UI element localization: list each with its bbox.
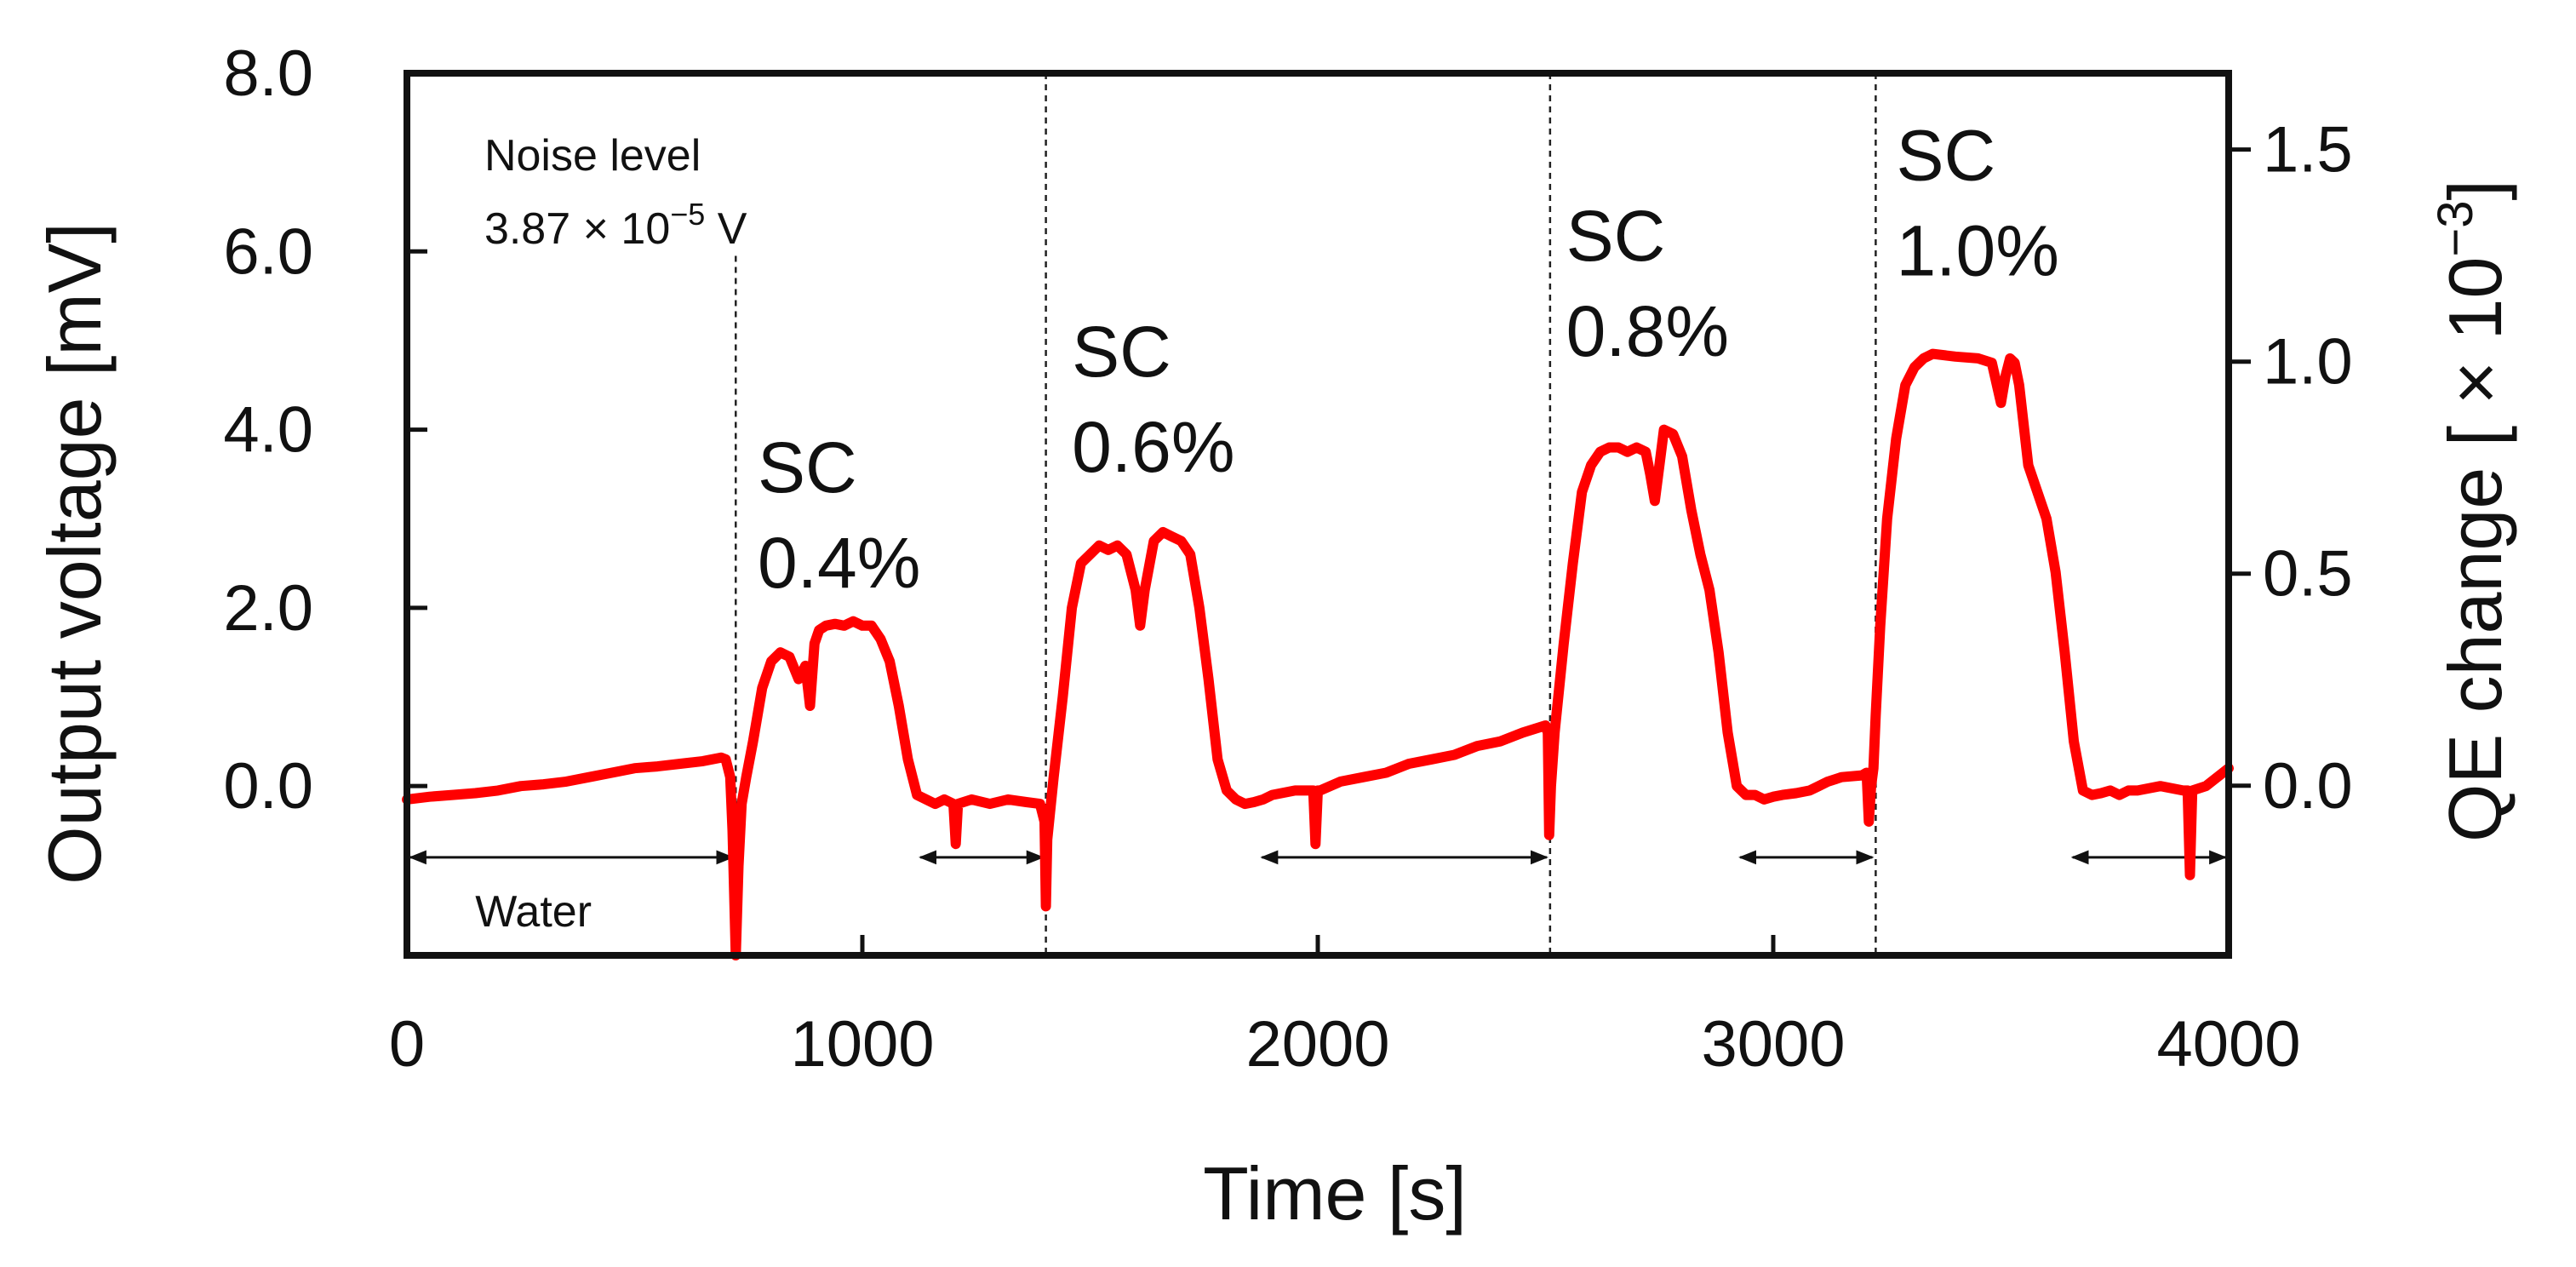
sc-label-1-line1: SC bbox=[758, 427, 857, 507]
x-tick-label-1: 1000 bbox=[790, 1008, 934, 1081]
series-layer bbox=[402, 348, 2234, 960]
x-axis-title: Time [s] bbox=[1203, 1151, 1467, 1235]
y-tick-label-4: 8.0 bbox=[223, 37, 313, 110]
noise-level-value-prefix: 3.87 × 10 bbox=[484, 204, 670, 254]
sc-label-3-line1: SC bbox=[1566, 196, 1666, 276]
noise-level-title: Noise level bbox=[484, 131, 701, 181]
noise-level-value-exponent: −5 bbox=[670, 197, 705, 232]
y2-tick-label-1: 0.5 bbox=[2263, 538, 2353, 611]
y2-tick-label-3: 1.5 bbox=[2263, 114, 2353, 186]
sc-label-3-line2: 0.8% bbox=[1566, 291, 1729, 371]
sc-label-2-line1: SC bbox=[1072, 312, 1171, 392]
axis-ticks: 0 1000 2000 3000 4000 0.0 2.0 4.0 6.0 8.0 0.0 0.5 1.… bbox=[223, 37, 2352, 1081]
x-tick-label-2: 2000 bbox=[1245, 1008, 1389, 1081]
y-tick-label-2: 4.0 bbox=[223, 394, 313, 467]
x-tick-label-4: 4000 bbox=[2156, 1008, 2300, 1081]
y-tick-label-1: 2.0 bbox=[223, 572, 313, 645]
series-line-1 bbox=[402, 348, 2234, 960]
y-axis-title: Output voltage [mV] bbox=[32, 222, 117, 885]
y2-axis-title-suffix: ] bbox=[2433, 180, 2517, 200]
noise-level-value: 3.87 × 10−5 V bbox=[484, 197, 747, 254]
sc-label-2: SC 0.6% bbox=[1072, 312, 1234, 487]
y2-axis-title: QE change [ × 10−3] bbox=[2428, 180, 2517, 842]
noise-level-value-suffix: V bbox=[705, 204, 747, 254]
sc-label-4: SC 1.0% bbox=[1896, 116, 2058, 291]
y2-axis-title-exponent: −3 bbox=[2428, 200, 2483, 256]
x-tick-label-3: 3000 bbox=[1701, 1008, 1845, 1081]
y-tick-label-3: 6.0 bbox=[223, 215, 313, 288]
sc-label-1-line2: 0.4% bbox=[758, 523, 920, 603]
sc-label-4-line1: SC bbox=[1896, 116, 1995, 196]
sc-label-4-line2: 1.0% bbox=[1896, 211, 2058, 291]
x-tick-label-0: 0 bbox=[389, 1008, 425, 1081]
y2-tick-label-0: 0.0 bbox=[2263, 750, 2353, 823]
y2-tick-label-2: 1.0 bbox=[2263, 326, 2353, 398]
sc-label-3: SC 0.8% bbox=[1566, 196, 1729, 371]
sc-label-1: SC 0.4% bbox=[758, 427, 920, 603]
water-label: Water bbox=[475, 887, 592, 937]
annotations: SC 0.4% SC 0.6% SC 0.8% SC 1.0% Noise level 3.87 … bbox=[475, 116, 2059, 937]
y-tick-label-0: 0.0 bbox=[223, 750, 313, 823]
y2-axis-title-prefix: QE change [ × 10 bbox=[2433, 257, 2517, 842]
sc-label-2-line2: 0.6% bbox=[1072, 407, 1234, 487]
